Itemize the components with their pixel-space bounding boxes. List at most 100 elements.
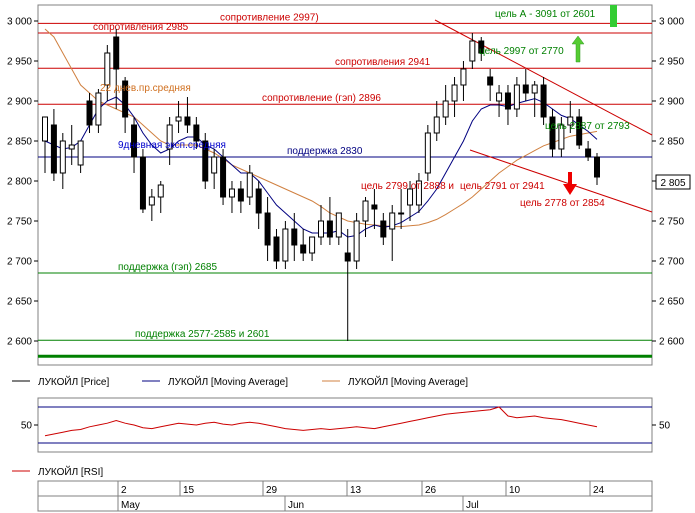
rsi-line <box>44 406 598 437</box>
candle-body <box>469 40 476 62</box>
candle-body <box>122 80 129 118</box>
candle-body <box>300 244 307 254</box>
candle-body <box>504 92 511 110</box>
candle-body <box>148 196 155 206</box>
candle-body <box>407 188 414 206</box>
candle-body <box>318 220 324 238</box>
candle-body <box>264 212 271 246</box>
y-tick-label-left: 2 700 <box>7 257 32 268</box>
rsi-plot-area <box>37 397 653 453</box>
price-y-axis-left: 3 000 2 950 2 900 2 850 2 800 2 750 2 700 2 650… <box>7 17 38 348</box>
level-line-label: сопротивление (гэп) 2896 <box>262 93 381 104</box>
candle-body <box>353 220 360 262</box>
candle-body <box>567 116 574 126</box>
last-price-box: 2 805 <box>655 174 691 190</box>
y-tick-label-left: 2 650 <box>7 297 32 308</box>
annotation-target-2887: цель 2887 от 2793 <box>545 121 630 132</box>
candle-body <box>415 180 422 206</box>
candle-body <box>309 236 316 254</box>
annotations: цель А - 3091 от 2601 цель 2997 от 2770 … <box>100 5 630 209</box>
rsi-tick-label-right: 50 <box>659 421 671 432</box>
candle-body <box>59 140 66 174</box>
candle-body <box>104 52 111 86</box>
rsi-legend: ЛУКОЙЛ [RSI] <box>12 465 103 478</box>
candle-body <box>166 124 173 150</box>
candle-body <box>139 156 146 210</box>
y-tick-label-left: 2 850 <box>7 137 32 148</box>
legend-ma-2: ЛУКОЙЛ [Moving Average] <box>348 375 468 388</box>
candle-body <box>371 204 378 210</box>
candle-body <box>77 140 84 166</box>
y-tick-label-left: 2 950 <box>7 57 32 68</box>
candle-body <box>184 116 191 126</box>
y-tick-label-right: 2 900 <box>659 97 684 108</box>
rsi-panel: 50 50 <box>21 406 671 444</box>
candle-body <box>496 92 503 102</box>
candle-body <box>585 148 592 158</box>
candle-body <box>175 116 182 122</box>
x-month-label: Jul <box>466 500 479 511</box>
x-day-label: 13 <box>350 485 362 496</box>
candle-body <box>594 156 600 178</box>
y-tick-label-right: 2 650 <box>659 297 684 308</box>
candle-body <box>487 76 494 86</box>
y-tick-label-right: 2 600 <box>659 337 684 348</box>
x-day-label: 15 <box>183 485 195 496</box>
x-day-label: 26 <box>425 485 437 496</box>
candle-body <box>478 40 485 54</box>
candle-body <box>50 124 57 174</box>
annotation-ema9: 9дневная эксп.средняя <box>118 140 226 151</box>
candle-body <box>95 92 102 126</box>
annotation-ma22: 22 днев.пр.средняя <box>100 83 191 94</box>
level-line-label: сопротивления 2985 <box>93 22 189 33</box>
level-line-label: поддержка 2830 <box>287 146 363 157</box>
candle-body <box>211 156 218 174</box>
y-tick-label-right: 2 750 <box>659 217 684 228</box>
candle-body <box>558 124 565 150</box>
candle-body <box>291 228 298 246</box>
y-tick-label-left: 2 750 <box>7 217 32 228</box>
candle-body <box>273 236 280 262</box>
y-tick-label-right: 3 000 <box>659 17 684 28</box>
level-line-label: сопротивления 2941 <box>335 57 431 68</box>
x-day-label: 29 <box>266 485 278 496</box>
candle-body <box>451 84 458 102</box>
candle-body <box>576 116 583 146</box>
candle-body <box>460 68 467 86</box>
y-tick-label-right: 2 700 <box>659 257 684 268</box>
y-tick-label-left: 2 600 <box>7 337 32 348</box>
legend-rsi: ЛУКОЙЛ [RSI] <box>38 465 103 478</box>
candle-body <box>513 84 520 110</box>
y-tick-label-left: 2 900 <box>7 97 32 108</box>
annotation-target-2799: цель 2799 от 2888 и <box>361 181 454 192</box>
up-arrow-icon <box>571 35 585 63</box>
candles <box>42 29 600 341</box>
candle-body <box>193 124 200 142</box>
candle-body <box>220 156 227 198</box>
level-line-label: сопротивление 2997) <box>220 12 319 23</box>
candle-body <box>326 220 333 238</box>
candle-body <box>86 100 93 126</box>
annotation-target-2791: цель 2791 от 2941 <box>460 181 545 192</box>
candle-body <box>42 116 48 142</box>
candle-body <box>398 212 405 215</box>
candle-body <box>433 116 440 134</box>
candle-body <box>228 188 235 198</box>
x-month-label: May <box>121 500 140 511</box>
legend: ЛУКОЙЛ [Price] ЛУКОЙЛ [Moving Average] Л… <box>12 375 468 388</box>
legend-ma-1: ЛУКОЙЛ [Moving Average] <box>168 375 288 388</box>
candle-body <box>540 84 547 118</box>
y-tick-label-left: 2 800 <box>7 177 32 188</box>
candle-body <box>68 144 75 150</box>
y-tick-label-right: 2 850 <box>659 137 684 148</box>
candle-body <box>131 124 138 158</box>
x-month-label: Jun <box>288 500 304 511</box>
candle-body <box>282 228 289 262</box>
y-tick-label-right: 2 950 <box>659 57 684 68</box>
candle-body <box>522 84 529 94</box>
candle-body <box>362 200 369 222</box>
target-a-marker <box>610 5 617 27</box>
candle-body <box>255 188 262 214</box>
trend-line-lower <box>469 149 653 213</box>
annotation-target-2997: цель 2997 от 2770 <box>479 46 564 57</box>
